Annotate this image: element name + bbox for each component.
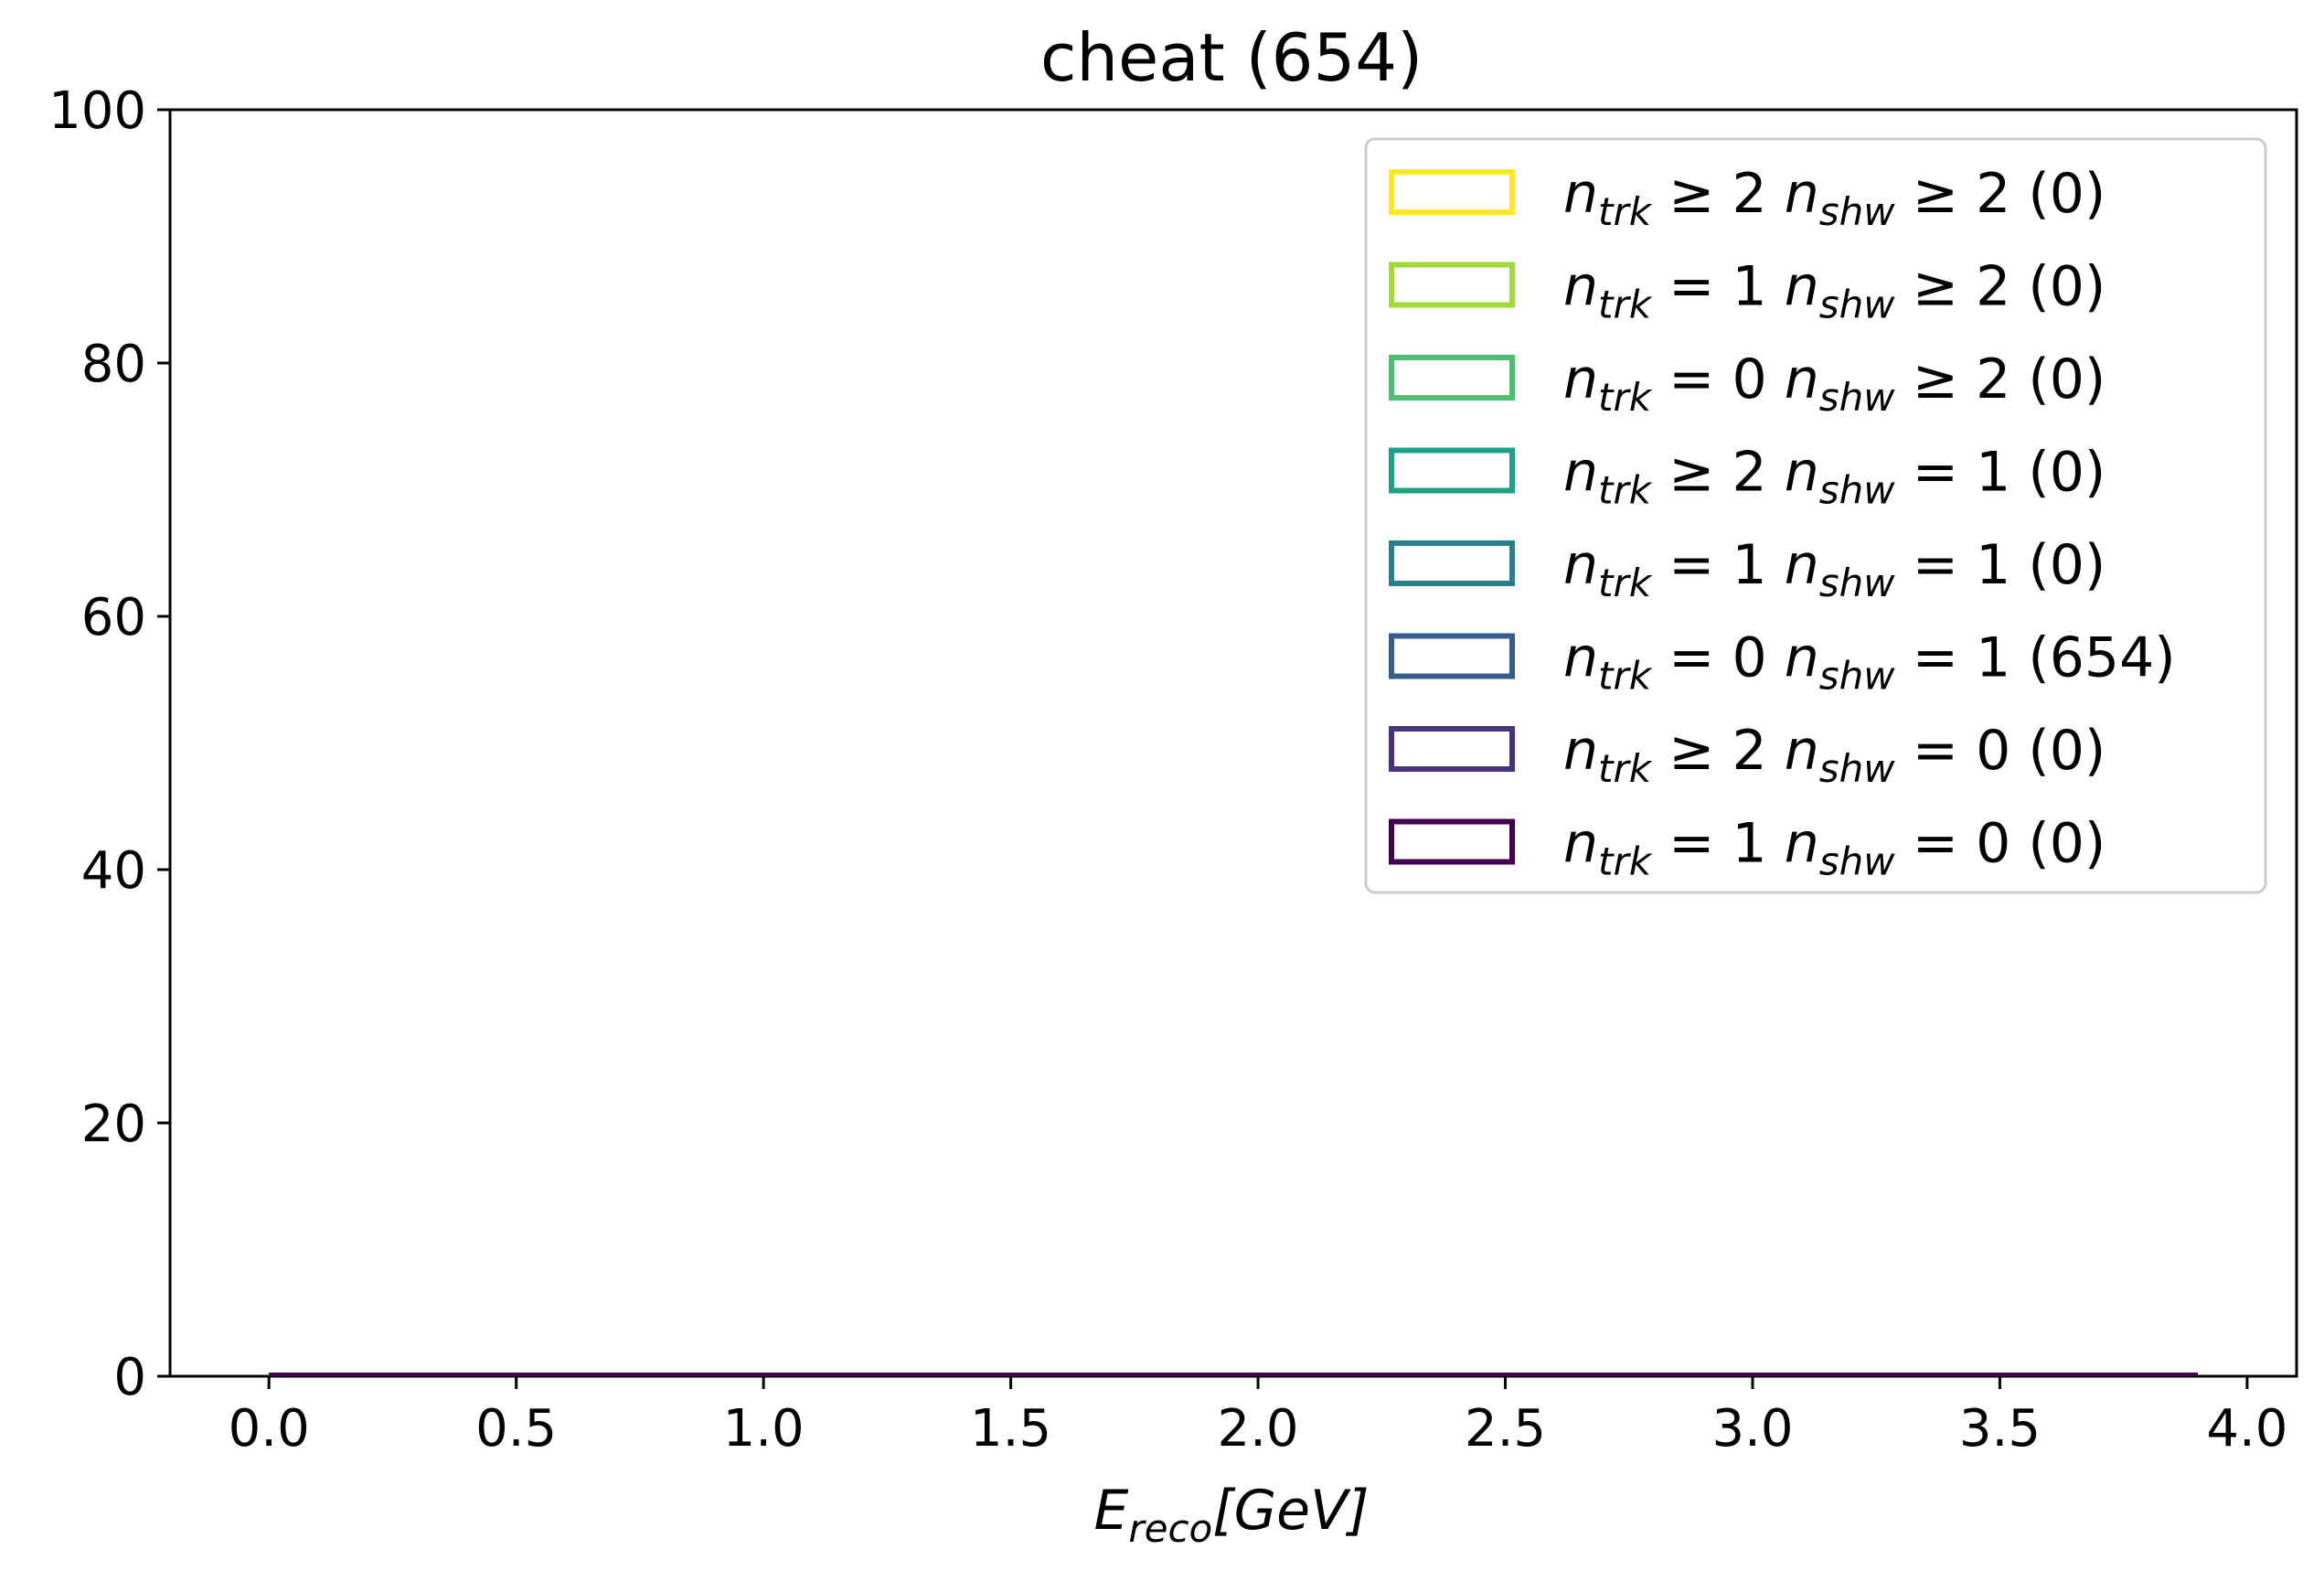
legend-item: ntrk = 0 nshw = 1 (654) xyxy=(1389,626,2176,699)
legend-label-part: n xyxy=(1785,347,1819,411)
x-axis-label-main: E xyxy=(1093,1479,1128,1543)
legend-label: ntrk = 1 nshw ≥ 2 (0) xyxy=(1563,255,2105,327)
legend-swatch xyxy=(1389,818,1515,865)
legend-label: ntrk ≥ 2 nshw ≥ 2 (0) xyxy=(1563,162,2105,234)
legend-label-part: = 1 xyxy=(1651,812,1785,876)
legend-label-part: shw xyxy=(1819,283,1896,327)
legend-label-part: trk xyxy=(1598,468,1653,513)
legend-label: ntrk = 1 nshw = 0 (0) xyxy=(1563,812,2105,884)
legend-label-part: = 1 (0) xyxy=(1895,533,2106,597)
legend-swatch xyxy=(1389,540,1515,586)
legend-label-part: n xyxy=(1785,812,1819,876)
chart-title: cheat (654) xyxy=(1040,19,1423,96)
legend-label-part: n xyxy=(1785,162,1819,226)
legend-label-part: n xyxy=(1563,255,1598,319)
legend-label-part: n xyxy=(1563,626,1598,690)
y-tick-label: 40 xyxy=(81,841,146,901)
legend-label-part: shw xyxy=(1819,189,1896,234)
legend-label-part: trk xyxy=(1598,189,1653,234)
legend-label-part: ≥ 2 (0) xyxy=(1895,162,2106,226)
legend-label-part: = 1 xyxy=(1651,255,1785,319)
legend-label-part: n xyxy=(1785,533,1819,597)
legend-label-part: shw xyxy=(1819,654,1896,699)
y-tick-label: 20 xyxy=(81,1095,146,1154)
legend-label-part: n xyxy=(1563,162,1598,226)
legend-label-part: ≥ 2 xyxy=(1651,162,1785,226)
legend-frame xyxy=(1364,137,2267,894)
legend-label-part: ≥ 2 xyxy=(1651,719,1785,783)
x-axis-label: Ereco[GeV] xyxy=(1093,1479,1369,1551)
legend-item: ntrk = 0 nshw ≥ 2 (0) xyxy=(1389,347,2105,420)
legend-swatch xyxy=(1389,633,1515,679)
legend-swatch xyxy=(1389,355,1515,401)
x-tick-label: 2.5 xyxy=(1465,1399,1546,1459)
y-tick-label: 0 xyxy=(113,1348,146,1407)
x-axis-label-unit: [GeV] xyxy=(1212,1479,1369,1543)
legend-item: ntrk ≥ 2 nshw = 0 (0) xyxy=(1389,719,2105,791)
legend-label-part: = 0 (0) xyxy=(1895,812,2106,876)
legend-label-part: trk xyxy=(1598,839,1653,884)
x-tick-label: 3.0 xyxy=(1711,1399,1793,1459)
legend-label-part: n xyxy=(1563,812,1598,876)
legend-item: ntrk ≥ 2 nshw ≥ 2 (0) xyxy=(1389,162,2105,234)
legend-label-part: = 0 xyxy=(1651,626,1785,690)
legend-label-part: = 0 xyxy=(1651,347,1785,411)
x-tick-label: 0.5 xyxy=(475,1399,557,1459)
legend-label-part: shw xyxy=(1819,375,1896,420)
x-tick-label: 1.5 xyxy=(970,1399,1051,1459)
x-tick-label: 0.0 xyxy=(229,1399,310,1459)
x-axis: 0.0 0.5 1.0 1.5 2.0 2.5 3.0 3.5 4.0 xyxy=(229,1376,2287,1459)
legend-swatch xyxy=(1389,447,1515,494)
legend-label: ntrk = 0 nshw ≥ 2 (0) xyxy=(1563,347,2105,420)
legend: ntrk ≥ 2 nshw ≥ 2 (0)ntrk = 1 nshw ≥ 2 (… xyxy=(1364,137,2267,894)
legend-item: ntrk = 1 nshw ≥ 2 (0) xyxy=(1389,255,2105,327)
legend-label-part: shw xyxy=(1819,839,1896,884)
legend-label-part: = 1 (654) xyxy=(1895,626,2176,690)
legend-label-part: n xyxy=(1563,347,1598,411)
x-tick-label: 4.0 xyxy=(2206,1399,2287,1459)
legend-swatch xyxy=(1389,726,1515,772)
legend-item: ntrk = 1 nshw = 1 (0) xyxy=(1389,533,2105,605)
legend-label-part: n xyxy=(1785,626,1819,690)
legend-label-part: shw xyxy=(1819,468,1896,513)
legend-label-part: = 0 (0) xyxy=(1895,719,2106,783)
legend-label-part: trk xyxy=(1598,561,1653,605)
legend-label-part: trk xyxy=(1598,746,1653,791)
x-tick-label: 3.5 xyxy=(1959,1399,2041,1459)
legend-label-part: n xyxy=(1785,255,1819,319)
legend-label: ntrk = 1 nshw = 1 (0) xyxy=(1563,533,2105,605)
legend-label-part: shw xyxy=(1819,746,1896,791)
legend-label: ntrk = 0 nshw = 1 (654) xyxy=(1563,626,2176,699)
legend-label: ntrk ≥ 2 nshw = 1 (0) xyxy=(1563,441,2105,513)
legend-label-part: n xyxy=(1563,441,1598,505)
x-axis-label-subscript: reco xyxy=(1128,1506,1212,1551)
legend-label-part: trk xyxy=(1598,375,1653,420)
legend-label-part: n xyxy=(1563,533,1598,597)
legend-item: ntrk ≥ 2 nshw = 1 (0) xyxy=(1389,441,2105,513)
y-tick-label: 100 xyxy=(48,81,146,141)
y-tick-label: 60 xyxy=(81,588,146,647)
legend-label-part: ≥ 2 (0) xyxy=(1895,347,2106,411)
legend-label-part: = 1 (0) xyxy=(1895,441,2106,505)
x-tick-label: 1.0 xyxy=(723,1399,805,1459)
legend-label: ntrk ≥ 2 nshw = 0 (0) xyxy=(1563,719,2105,791)
legend-label-part: trk xyxy=(1598,654,1653,699)
x-tick-label: 2.0 xyxy=(1218,1399,1299,1459)
legend-label-part: n xyxy=(1785,441,1819,505)
y-tick-label: 80 xyxy=(81,335,146,394)
legend-label-part: shw xyxy=(1819,561,1896,605)
y-axis: 0 20 40 60 80 100 xyxy=(48,81,170,1407)
legend-label-part: ≥ 2 xyxy=(1651,441,1785,505)
legend-label-part: n xyxy=(1563,719,1598,783)
legend-swatch xyxy=(1389,169,1515,215)
legend-label-part: = 1 xyxy=(1651,533,1785,597)
legend-label-part: trk xyxy=(1598,283,1653,327)
legend-label-part: n xyxy=(1785,719,1819,783)
legend-label-part: ≥ 2 (0) xyxy=(1895,255,2106,319)
legend-item: ntrk = 1 nshw = 0 (0) xyxy=(1389,812,2105,884)
legend-swatch xyxy=(1389,262,1515,308)
